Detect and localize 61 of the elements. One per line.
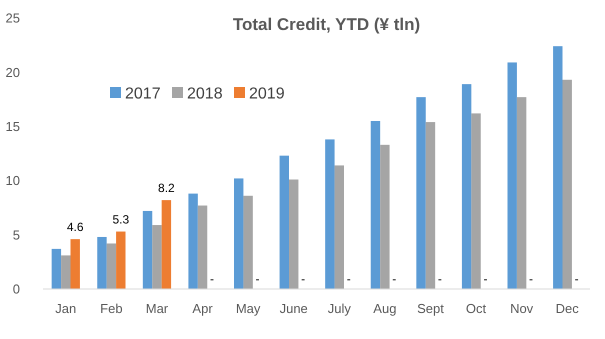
bar: [325, 139, 335, 289]
bar: [198, 206, 208, 289]
x-tick-label: Mar: [146, 301, 169, 316]
bar: [97, 236, 107, 289]
bar: [162, 200, 172, 289]
chart-title: Total Credit, YTD (¥ tln): [232, 15, 420, 34]
bar: [471, 113, 481, 289]
bar: [516, 97, 526, 289]
bar: [106, 243, 116, 289]
x-tick-label: Feb: [100, 301, 123, 316]
legend-label: 2017: [125, 86, 161, 103]
text: -: [529, 272, 534, 286]
bar: [116, 232, 126, 289]
bar: [426, 122, 436, 289]
x-tick-label: Nov: [510, 301, 534, 316]
bar: [462, 84, 472, 289]
bar: [61, 255, 70, 289]
bar: [562, 80, 572, 289]
bar: [416, 97, 426, 289]
bar: [142, 210, 152, 289]
bar: [380, 144, 390, 289]
bar: [553, 46, 562, 289]
data-label: 8.2: [158, 181, 176, 196]
x-tick-label: June: [280, 301, 308, 316]
text: -: [574, 272, 579, 286]
legend-label: 2018: [187, 86, 223, 103]
x-tick-label: May: [236, 301, 261, 316]
bar: [70, 239, 80, 289]
bar: [52, 248, 62, 289]
x-tick-label: July: [328, 301, 352, 316]
y-tick-label: 5: [12, 227, 20, 242]
bar: [152, 225, 162, 289]
text: -: [301, 272, 306, 286]
bar: [334, 165, 344, 289]
text: -: [210, 272, 214, 286]
bar: [234, 178, 244, 289]
bar: [243, 196, 253, 289]
x-tick-label: Oct: [466, 301, 487, 316]
y-tick-label: 0: [12, 282, 20, 297]
y-tick-label: 20: [6, 64, 20, 80]
text: -: [392, 272, 396, 286]
x-tick-label: Sept: [417, 301, 444, 316]
text: -: [346, 272, 351, 286]
bar: [188, 194, 198, 289]
data-label: 4.6: [66, 220, 84, 234]
text: -: [438, 272, 442, 286]
bar: [289, 180, 298, 289]
bar: [370, 120, 380, 289]
x-tick-label: Jan: [55, 301, 76, 316]
bar: [507, 62, 517, 289]
data-label: 5.3: [112, 212, 130, 227]
y-tick-label: 10: [6, 173, 20, 188]
y-tick-label: 25: [6, 10, 20, 26]
text: -: [256, 272, 260, 286]
text: -: [483, 272, 488, 286]
x-tick-label: Apr: [192, 301, 214, 316]
x-tick-label: Aug: [373, 301, 396, 316]
y-tick-label: 15: [6, 118, 20, 134]
x-tick-label: Dec: [556, 301, 580, 316]
legend-label: 2019: [249, 86, 285, 103]
bar: [280, 156, 289, 289]
